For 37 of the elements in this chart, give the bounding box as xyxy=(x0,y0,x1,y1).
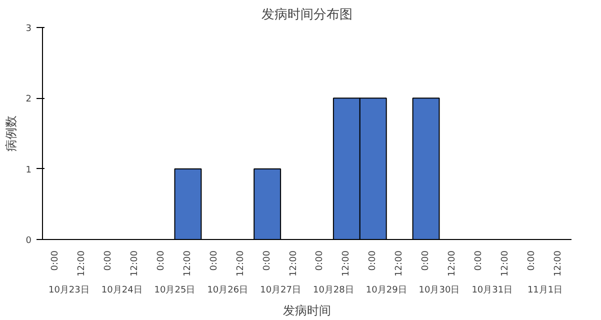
y-tick-label: 0 xyxy=(26,236,32,246)
text: 10月24日 xyxy=(101,286,142,296)
x-tick-label: 0:00 xyxy=(156,250,167,271)
y-axis-title: 病例数 xyxy=(4,116,18,152)
x-tick-label: 12:00 xyxy=(394,250,405,276)
x-tick-label: 12:00 xyxy=(342,250,352,276)
x-tick-label: 12:00 xyxy=(130,250,140,276)
x-tick-label: 12:00 xyxy=(288,250,299,276)
x-tick-label: 12:00 xyxy=(236,250,246,276)
x-tick-label: 0:00 xyxy=(209,250,220,271)
x-tick-label: 0:00 xyxy=(421,250,432,271)
x-tick-label: 0:00 xyxy=(526,250,537,271)
chart-title: 发病时间分布图 xyxy=(262,8,352,22)
text: 10月27日 xyxy=(260,286,302,296)
x-tick-label: 0:00 xyxy=(50,250,61,271)
x-tick-label: 0:00 xyxy=(262,250,272,271)
x-tick-label: 0:00 xyxy=(315,250,326,271)
text: 10月23日 xyxy=(48,286,90,296)
text: 10月25日 xyxy=(154,286,196,296)
text: 10月31日 xyxy=(472,286,513,296)
text: 10月29日 xyxy=(366,286,407,296)
x-tick-label: 12:00 xyxy=(182,250,193,276)
x-tick-label: 12:00 xyxy=(447,250,458,276)
text: 10月30日 xyxy=(418,286,460,296)
text: 10月26日 xyxy=(207,286,248,296)
text: 10月28日 xyxy=(313,286,354,296)
x-tick-label: 0:00 xyxy=(104,250,114,271)
x-axis-title: 发病时间 xyxy=(283,304,331,318)
y-tick-label: 3 xyxy=(26,24,32,34)
x-tick-label: 0:00 xyxy=(368,250,378,271)
y-tick-label: 1 xyxy=(26,165,32,176)
x-tick-label: 12:00 xyxy=(553,250,564,276)
x-tick-label: 0:00 xyxy=(474,250,484,271)
x-tick-label: 12:00 xyxy=(500,250,510,276)
x-tick-label: 12:00 xyxy=(77,250,88,276)
y-tick-label: 2 xyxy=(26,94,32,105)
text: 11月1日 xyxy=(527,286,563,296)
